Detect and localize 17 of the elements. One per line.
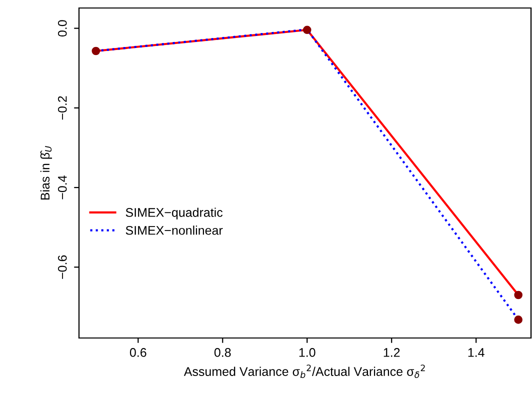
y-tick-label: 0.0 bbox=[58, 20, 67, 36]
y-tick-label: −0.6 bbox=[58, 255, 67, 279]
legend-label: SIMEX−nonlinear bbox=[126, 226, 223, 235]
x-axis-title: Assumed Variance σ$_{b}$$^{2}$/Actual Variance σ$_{δ}$$^{2}$ bbox=[184, 364, 425, 378]
y-axis-title: Bias in β̂$_{U}$ bbox=[40, 146, 52, 200]
point bbox=[92, 46, 100, 56]
x-tick-label: 0.6 bbox=[130, 348, 146, 357]
point bbox=[302, 26, 312, 34]
x-tick-label: 0.8 bbox=[214, 348, 231, 357]
x-tick-label: 1.4 bbox=[468, 348, 484, 357]
x-tick-label: 1.0 bbox=[299, 348, 316, 357]
y-tick-label: −0.4 bbox=[58, 176, 67, 200]
point bbox=[514, 316, 522, 324]
x-tick-label: 1.2 bbox=[384, 348, 400, 357]
legend-label: SIMEX−quadratic bbox=[126, 208, 223, 220]
y-tick-label: −0.2 bbox=[58, 96, 67, 120]
point bbox=[514, 290, 522, 300]
